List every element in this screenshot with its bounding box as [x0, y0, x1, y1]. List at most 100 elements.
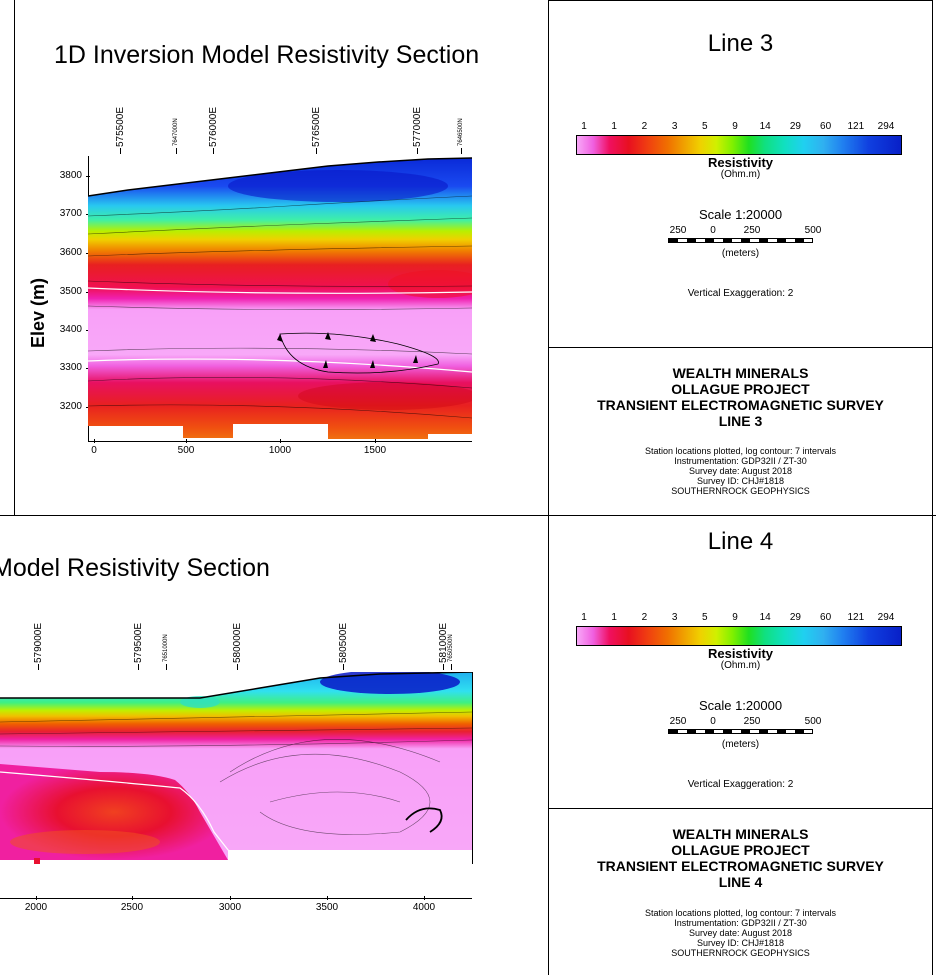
scale-tick: 0 — [710, 716, 716, 727]
colorbar-tick: 3 — [671, 612, 678, 623]
colorbar-units: (Ohm.m) — [720, 660, 761, 671]
colorbar-tick: 1 — [611, 121, 617, 132]
scale-tick: 500 — [804, 225, 822, 236]
scale-tick: 250 — [743, 225, 761, 236]
info-survey-date: Survey date: August 2018 — [688, 466, 793, 476]
station-label: 7651000N — [163, 634, 169, 662]
colorbar-tick: 294 — [877, 121, 895, 132]
station-label: 577000E — [412, 106, 423, 147]
colorbar-tick: 294 — [877, 612, 895, 623]
colorbar-tick: 1 — [581, 121, 587, 132]
section-2-right-axis — [472, 672, 473, 864]
colorbar-tick: 14 — [759, 612, 771, 623]
x-tick-label: 1500 — [363, 445, 387, 456]
colorbar-tick: 60 — [820, 612, 832, 623]
scale-bar — [668, 729, 813, 734]
x-tick-label: 3500 — [315, 902, 339, 913]
company-name: WEALTH MINERALS — [672, 826, 809, 842]
scale-units: (meters) — [721, 739, 760, 750]
colorbar-tick: 1 — [581, 612, 587, 623]
y-tick-label: 3200 — [59, 401, 82, 412]
line-name: LINE 3 — [718, 413, 763, 429]
info-survey-date: Survey date: August 2018 — [688, 928, 793, 938]
colorbar-label: Resistivity — [707, 155, 774, 170]
station-tick — [166, 664, 167, 670]
colorbar-tick: 121 — [847, 612, 865, 623]
info-survey-id: Survey ID: CHJ#1818 — [696, 476, 785, 486]
divider-vertical-main — [548, 0, 549, 975]
colorbar-tick: 9 — [732, 612, 738, 623]
scale-bar — [668, 238, 813, 243]
colorbar-tick: 1 — [611, 612, 617, 623]
colorbar-tick: 14 — [759, 121, 771, 132]
station-tick — [417, 148, 418, 154]
station-tick — [176, 148, 177, 154]
scale-tick: 500 — [804, 716, 822, 727]
divider-horizontal-middle — [0, 515, 936, 516]
vertical-exaggeration: Vertical Exaggeration: 2 — [687, 779, 794, 790]
station-label: 575500E — [115, 106, 126, 147]
colorbar-tick: 5 — [702, 121, 708, 132]
project-name: OLLAGUE PROJECT — [671, 381, 810, 397]
resistivity-section-1 — [88, 157, 472, 439]
y-tick-label: 3800 — [59, 170, 82, 181]
info-contour: Station locations plotted, log contour: … — [644, 446, 837, 456]
divider-left-edge — [14, 0, 15, 516]
survey-name: TRANSIENT ELECTROMAGNETIC SURVEY — [597, 858, 884, 874]
line-4-title: Line 4 — [707, 528, 774, 555]
scale-title: Scale 1:20000 — [698, 698, 783, 713]
divider-right-edge — [932, 0, 933, 975]
colorbar-tick: 3 — [671, 121, 678, 132]
info-block-line-3: Station locations plotted, log contour: … — [548, 446, 933, 496]
colorbar-units: (Ohm.m) — [720, 169, 761, 180]
divider-top — [548, 0, 933, 1]
station-tick — [451, 664, 452, 670]
scale-tick: 0 — [710, 225, 716, 236]
x-axis-line — [88, 441, 472, 442]
station-label: 576500E — [311, 106, 322, 147]
scale-tick: 250 — [669, 716, 687, 727]
station-tick — [38, 664, 39, 670]
scale-tick: 250 — [743, 716, 761, 727]
colorbar-tick: 60 — [820, 121, 832, 132]
station-label: 579500E — [133, 622, 144, 663]
x-tick-label: 1000 — [268, 445, 292, 456]
colorbar-gradient — [576, 135, 902, 155]
info-contractor: SOUTHERNROCK GEOPHYSICS — [671, 486, 810, 496]
colorbar-tick: 121 — [847, 121, 865, 132]
info-instrumentation: Instrumentation: GDP32II / ZT-30 — [674, 456, 807, 466]
divider-legend-title-1 — [548, 347, 933, 348]
y-tick-label: 3400 — [59, 324, 82, 335]
vertical-exaggeration: Vertical Exaggeration: 2 — [687, 288, 794, 299]
station-label: 579000E — [33, 622, 44, 663]
x-tick-label: 2500 — [120, 902, 144, 913]
station-label: 576000E — [208, 106, 219, 147]
station-label: 7646500N — [458, 118, 464, 146]
x-tick-label: 3000 — [218, 902, 242, 913]
x-tick-label: 0 — [91, 445, 97, 456]
colorbar-tick: 29 — [789, 121, 801, 132]
colorbar-tick: 29 — [789, 612, 801, 623]
colorbar-tick: 2 — [641, 121, 648, 132]
x-tick-label: 2000 — [24, 902, 48, 913]
station-tick — [443, 664, 444, 670]
info-instrumentation: Instrumentation: GDP32II / ZT-30 — [674, 918, 807, 928]
company-name: WEALTH MINERALS — [672, 365, 809, 381]
x-tick-label: 500 — [177, 445, 195, 456]
colorbar-tick: 9 — [732, 121, 738, 132]
project-name: OLLAGUE PROJECT — [671, 842, 810, 858]
scale-title: Scale 1:20000 — [698, 207, 783, 222]
company-block-line-3: WEALTH MINERALS OLLAGUE PROJECT TRANSIEN… — [548, 365, 933, 429]
info-block-line-4: Station locations plotted, log contour: … — [548, 908, 933, 958]
station-tick — [343, 664, 344, 670]
survey-name: TRANSIENT ELECTROMAGNETIC SURVEY — [597, 397, 884, 413]
station-tick — [461, 148, 462, 154]
elev-axis-text: Elev (m) — [28, 277, 48, 348]
station-label: 580000E — [232, 622, 243, 663]
station-tick — [213, 148, 214, 154]
company-block-line-4: WEALTH MINERALS OLLAGUE PROJECT TRANSIEN… — [548, 826, 933, 890]
line-name: LINE 4 — [718, 874, 763, 890]
colorbar-gradient — [576, 626, 902, 646]
station-tick — [237, 664, 238, 670]
station-tick — [120, 148, 121, 154]
